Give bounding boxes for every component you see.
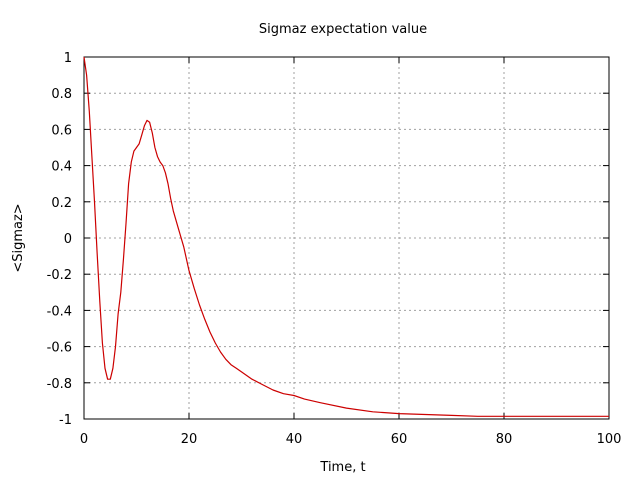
y-tick-label: 0.2 (51, 196, 72, 211)
y-tick-label: -0.6 (47, 341, 72, 356)
y-tick-label: -0.4 (47, 304, 72, 319)
y-axis-label: <Sigmaz> (11, 203, 26, 272)
y-tick-label: 0.6 (51, 123, 72, 138)
x-tick-labels: 0 20 40 60 80 100 (80, 432, 622, 447)
y-tick-label: -1 (59, 413, 72, 428)
chart-title: Sigmaz expectation value (259, 22, 427, 37)
series-line (83, 56, 609, 417)
y-tick-label: -0.2 (47, 268, 72, 283)
y-tick-labels: -1 -0.8 -0.6 -0.4 -0.2 0 0.2 0.4 0.6 0.8 1 (47, 51, 72, 428)
x-tick-label: 0 (80, 432, 88, 447)
y-tick-label: 0 (64, 232, 72, 247)
x-tick-label: 80 (496, 432, 513, 447)
x-axis-label: Time, t (319, 460, 365, 475)
y-tick-label: -0.8 (47, 377, 72, 392)
y-tick-label: 1 (64, 51, 72, 66)
x-tick-label: 100 (597, 432, 622, 447)
series-layer (83, 56, 609, 417)
grid-lines (84, 57, 609, 419)
y-tick-label: 0.8 (51, 87, 72, 102)
y-tick-label: 0.4 (51, 160, 72, 175)
x-tick-label: 40 (286, 432, 303, 447)
x-tick-label: 60 (391, 432, 408, 447)
x-tick-label: 20 (181, 432, 198, 447)
